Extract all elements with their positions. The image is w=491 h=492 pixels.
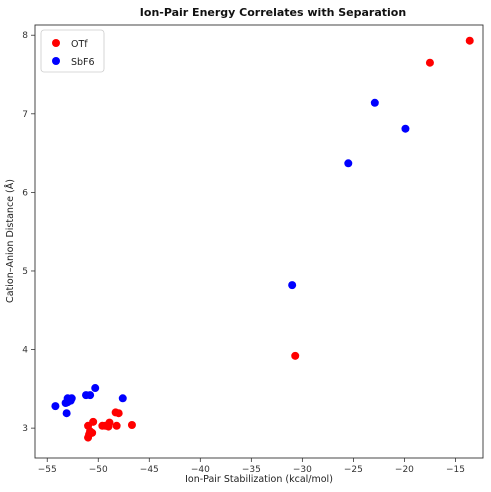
y-tick-label: 6 [22,188,28,198]
data-point-sbf6 [288,281,297,290]
data-point-sbf6 [344,159,353,168]
data-point-sbf6 [370,98,379,107]
x-tick-label: −25 [344,465,363,475]
y-tick-label: 8 [22,31,28,41]
data-point-sbf6 [401,124,410,133]
x-axis-label: Ion-Pair Stabilization (kcal/mol) [185,474,333,485]
data-point-otf [465,36,474,45]
series-otf [84,36,474,442]
legend-label-sbf6: SbF6 [71,57,95,68]
x-tick-label: −45 [140,465,159,475]
x-tick-label: −35 [242,465,261,475]
x-tick-label: −20 [395,465,414,475]
data-point-sbf6 [62,409,71,418]
x-tick-label: −15 [446,465,465,475]
data-point-otf [127,420,136,429]
plot-area [51,36,474,442]
legend-label-otf: OTf [71,39,88,50]
y-tick-label: 3 [22,424,28,434]
data-point-sbf6 [61,398,70,407]
y-axis-label: Cation–Anion Distance (Å) [4,179,16,303]
data-point-sbf6 [51,402,60,411]
y-axis: 3 4 5 6 7 8 [22,31,35,434]
series-sbf6 [51,98,410,418]
x-tick-label: −50 [89,465,108,475]
plot-frame [34,24,484,459]
x-tick-label: −55 [38,465,57,475]
data-point-otf [84,433,93,442]
data-point-otf [425,58,434,67]
x-axis: −55 −50 −45 −40 −35 −30 −25 −20 −15 [38,458,465,475]
y-tick-label: 5 [22,267,28,277]
legend: OTf SbF6 [40,29,105,73]
data-point-sbf6 [91,384,100,393]
x-tick-label: −40 [191,465,210,475]
legend-marker-sbf6 [52,57,60,65]
data-point-otf [98,421,107,430]
data-point-sbf6 [82,391,91,400]
data-point-otf [291,351,300,360]
y-tick-label: 7 [22,110,28,120]
legend-marker-otf [52,39,60,47]
y-tick-label: 4 [22,346,28,356]
data-point-otf [84,421,93,430]
data-point-sbf6 [118,394,127,403]
data-point-otf [111,408,120,417]
data-point-otf [112,421,121,430]
x-tick-label: −30 [293,465,312,475]
chart-title: Ion-Pair Energy Correlates with Separati… [140,6,406,19]
